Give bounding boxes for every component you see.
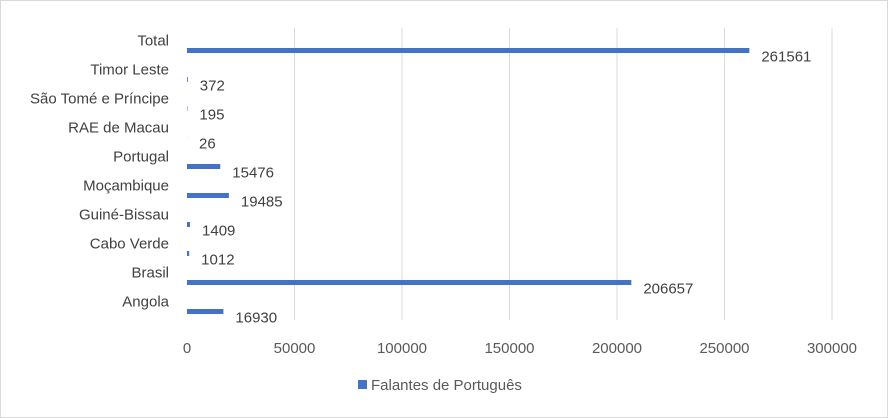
legend: Falantes de Português — [358, 377, 522, 394]
category-label: Moçambique — [83, 178, 169, 195]
data-label: 19485 — [241, 194, 283, 211]
x-tick-label: 200000 — [592, 340, 642, 357]
bar — [187, 77, 188, 82]
data-labels: 16930 206657 1012 1409 19485 15476 26 195 372 261… — [199, 49, 811, 327]
bar — [187, 251, 190, 256]
category-labels: Angola Brasil Cabo Verde Guiné-Bissau Moçamb… — [30, 33, 170, 311]
x-tick-label: 150000 — [484, 340, 534, 357]
data-label: 15476 — [232, 165, 274, 182]
data-label: 372 — [200, 78, 225, 95]
gridlines — [294, 28, 833, 320]
bar — [187, 309, 224, 314]
data-label: 26 — [199, 136, 216, 153]
x-tick-label: 250000 — [699, 340, 749, 357]
data-label: 206657 — [643, 281, 693, 298]
data-label: 16930 — [235, 310, 277, 327]
bar — [187, 48, 750, 53]
x-tick-label: 100000 — [377, 340, 427, 357]
x-tick-label: 50000 — [274, 340, 316, 357]
bar — [187, 164, 221, 169]
data-label: 195 — [199, 107, 224, 124]
category-label: Brasil — [131, 265, 169, 282]
category-label: RAE de Macau — [68, 120, 169, 137]
legend-swatch — [358, 380, 367, 389]
category-label: Timor Leste — [90, 62, 169, 79]
bars — [187, 48, 750, 314]
bar — [187, 280, 632, 285]
category-label: São Tomé e Príncipe — [30, 91, 169, 108]
category-label: Cabo Verde — [90, 236, 169, 253]
category-label: Total — [137, 33, 169, 50]
category-label: Guiné-Bissau — [79, 207, 169, 224]
category-label: Angola — [122, 294, 169, 311]
x-tick-label: 300000 — [807, 340, 857, 357]
data-label: 1409 — [202, 223, 235, 240]
x-tick-label: 0 — [183, 340, 191, 357]
bar — [187, 193, 229, 198]
category-label: Portugal — [113, 149, 169, 166]
x-axis-tick-labels: 0 50000 100000 150000 200000 250000 300000 — [183, 340, 857, 357]
legend-label: Falantes de Português — [371, 377, 522, 394]
bar — [187, 222, 191, 227]
data-label: 1012 — [201, 252, 234, 269]
data-label: 261561 — [761, 49, 811, 66]
